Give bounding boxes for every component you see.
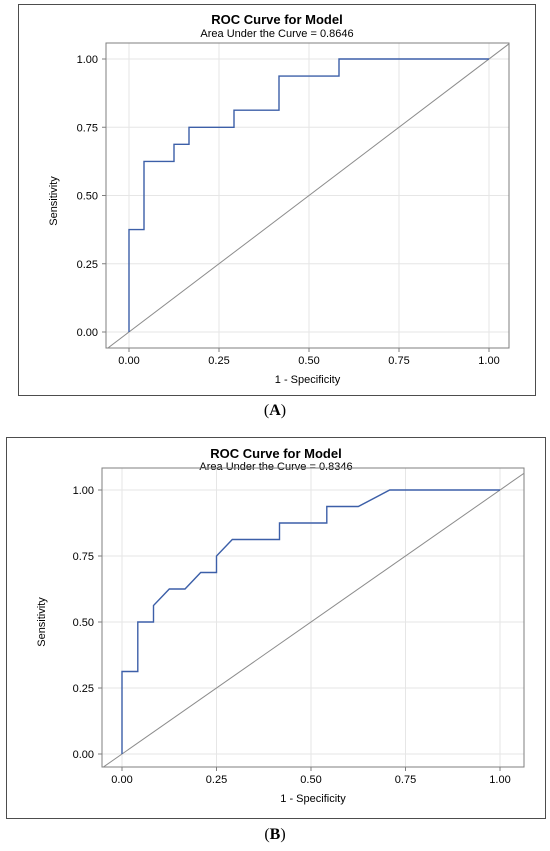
x-tick-label: 0.50 [298,355,319,367]
roc-curve-line [128,58,489,332]
caption-letter-a: A [269,402,281,419]
x-axis-label: 1 - Specificity [280,793,346,805]
reference-diagonal-line [102,472,524,767]
x-tick-label: 1.00 [489,774,510,786]
y-tick-label: 0.75 [77,122,98,134]
y-axis-label: Sensitivity [36,597,48,647]
roc-panel-a: ROC Curve for Model Area Under the Curve… [18,4,536,396]
axis-ticks: 0.00 0.25 0.50 0.75 1.00 0.00 0.25 0.50 0.75 1.00 [77,54,500,367]
roc-plot-b: 0.00 0.25 0.50 0.75 1.00 0.00 0.25 0.50 0.75 1.00… [36,467,525,805]
y-tick-label: 0.00 [77,327,98,339]
x-tick-label: 0.75 [395,774,416,786]
x-tick-label: 0.25 [206,774,227,786]
chart-subtitle: Area Under the Curve = 0.8346 [199,461,353,473]
caption-letter-b: B [269,826,281,843]
x-tick-label: 0.00 [111,774,132,786]
roc-plot-a: 0.00 0.25 0.50 0.75 1.00 0.00 0.25 0.50 0.75 1.00… [48,42,510,386]
y-axis-label: Sensitivity [48,176,60,226]
roc-panel-b: ROC Curve for Model Area Under the Curve… [6,437,546,819]
x-tick-label: 0.75 [388,355,409,367]
y-tick-label: 0.25 [73,683,94,695]
chart-title: ROC Curve for Model [210,446,342,461]
figure-caption-a: (A) [263,402,287,419]
x-axis-label: 1 - Specificity [275,374,341,386]
x-tick-label: 1.00 [478,355,499,367]
y-tick-label: 0.50 [73,617,94,629]
reference-diagonal-line [107,43,509,348]
x-tick-label: 0.25 [208,355,229,367]
y-tick-label: 0.50 [77,191,98,203]
y-tick-label: 1.00 [73,485,94,497]
x-tick-label: 0.50 [300,774,321,786]
grid-lines [106,43,509,348]
grid-lines [102,468,524,767]
plot-frame [101,467,525,768]
x-tick-label: 0.00 [118,355,139,367]
figure-caption-b: (B) [264,826,286,843]
y-tick-label: 0.00 [73,749,94,761]
roc-curve-line [121,489,500,754]
axis-ticks: 0.00 0.25 0.50 0.75 1.00 0.00 0.25 0.50 0.75 1.00 [73,485,511,786]
y-tick-label: 0.25 [77,259,98,271]
chart-subtitle: Area Under the Curve = 0.8646 [200,28,354,40]
chart-title: ROC Curve for Model [211,12,343,27]
y-tick-label: 1.00 [77,54,98,66]
y-tick-label: 0.75 [73,551,94,563]
